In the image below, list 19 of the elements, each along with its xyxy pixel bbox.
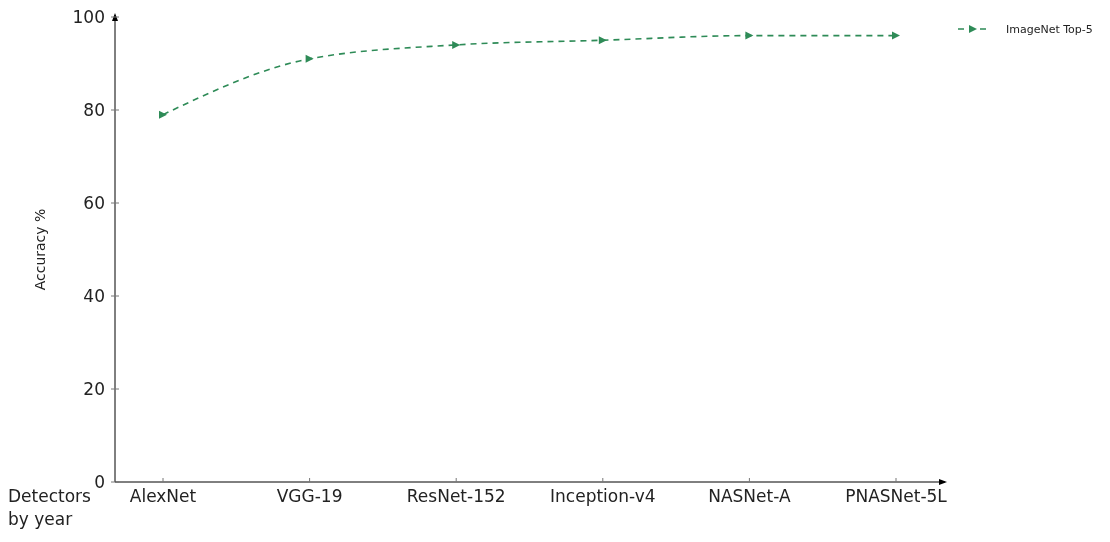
y-tick-label: 60 — [83, 192, 105, 213]
y-tick-label: 80 — [83, 99, 105, 120]
legend-label: ImageNet Top-5 — [1006, 22, 1093, 36]
y-tick-label: 100 — [72, 6, 105, 27]
x-tick-label: ResNet-152 — [406, 486, 506, 506]
y-axis-title: Accuracy % — [32, 208, 48, 291]
point — [452, 40, 461, 49]
x-tick-label: VGG-19 — [276, 486, 343, 506]
y-tick-label: 0 — [94, 471, 105, 492]
x-tick-label: Inception-v4 — [550, 486, 656, 506]
x-tick-label: AlexNet — [129, 486, 197, 506]
point — [159, 110, 167, 119]
x-tick-label: NASNet-A — [708, 486, 791, 506]
x-axis-title: Detectors by year — [8, 486, 92, 529]
y-tick-label: 40 — [83, 285, 105, 306]
x-tick-label: PNASNet-5L — [845, 486, 948, 506]
y-tick-label: 20 — [83, 378, 105, 399]
point — [892, 31, 900, 40]
point — [745, 31, 754, 40]
